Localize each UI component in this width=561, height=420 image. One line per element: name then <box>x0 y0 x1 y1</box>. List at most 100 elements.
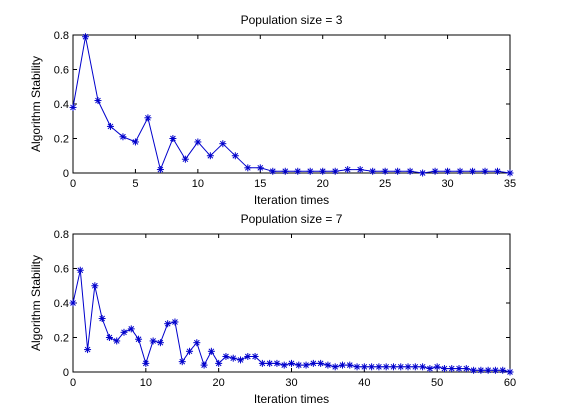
data-point <box>394 167 402 175</box>
data-point <box>181 155 189 163</box>
data-point-stroke <box>444 168 451 175</box>
data-point <box>419 363 427 371</box>
data-point <box>381 167 389 175</box>
x-tick-label: 10 <box>192 178 204 190</box>
y-tick-label: 0 <box>63 168 69 180</box>
data-point-stroke <box>303 362 309 368</box>
data-point <box>244 352 252 360</box>
data-point <box>91 282 99 290</box>
data-point <box>280 361 288 369</box>
data-point-stroke <box>77 267 84 274</box>
x-tick-label: 40 <box>358 377 370 389</box>
data-point-stroke <box>208 348 215 355</box>
y-axis-label: Algorithm Stability <box>29 56 43 152</box>
data-point-stroke <box>281 362 288 368</box>
data-point-stroke <box>492 367 499 374</box>
data-point <box>426 365 434 373</box>
data-point-stroke <box>107 123 114 130</box>
data-point-stroke <box>494 168 501 175</box>
data-point <box>76 266 84 274</box>
x-tick-label: 35 <box>504 178 516 190</box>
data-point <box>295 361 303 369</box>
data-point-stroke <box>357 166 364 173</box>
data-point <box>411 363 419 371</box>
data-point <box>484 366 492 374</box>
data-point <box>462 365 470 373</box>
data-point <box>294 167 302 175</box>
chart-panel-1: 0 5 10 15 20 25 30 35 0 0.2 0.4 0.6 0.8 Population si… <box>29 13 516 207</box>
data-point <box>470 366 478 374</box>
data-point-stroke <box>150 338 156 344</box>
y-tick-label: 0.4 <box>54 298 69 310</box>
data-point-stroke <box>463 365 470 372</box>
data-point <box>119 133 127 141</box>
data-point <box>477 366 485 374</box>
data-point <box>84 346 92 354</box>
data-point <box>178 358 186 366</box>
data-point <box>368 363 376 371</box>
data-point-stroke <box>195 139 201 145</box>
data-point <box>419 169 427 177</box>
data-point-stroke <box>230 355 237 362</box>
data-point <box>309 359 317 367</box>
y-tick-label: 0.2 <box>54 333 69 345</box>
data-point <box>499 366 507 374</box>
data-point-stroke <box>219 140 226 147</box>
data-point <box>353 363 361 371</box>
data-point <box>306 167 314 175</box>
data-point <box>324 361 332 369</box>
data-point-stroke <box>157 166 164 173</box>
data-point <box>106 122 114 130</box>
x-axis-label: Iteration times <box>254 193 329 207</box>
data-point-stroke <box>507 170 513 176</box>
y-tick-label: 0.8 <box>54 30 69 42</box>
data-point-stroke <box>448 365 455 372</box>
data-point-stroke <box>145 114 151 121</box>
data-point <box>113 337 121 345</box>
data-point-stroke <box>193 339 200 346</box>
data-point-stroke <box>113 338 120 344</box>
data-point <box>258 359 266 367</box>
data-point-stroke <box>397 363 404 370</box>
data-point <box>120 328 128 336</box>
data-point-stroke <box>244 164 251 171</box>
chart-title: Population size = 3 <box>241 13 343 27</box>
data-point <box>206 152 214 160</box>
data-point-stroke <box>164 320 171 327</box>
data-point <box>346 361 354 369</box>
data-point-stroke <box>128 326 135 332</box>
data-point <box>319 167 327 175</box>
data-point <box>156 166 164 174</box>
data-point-stroke <box>120 133 126 140</box>
data-point-stroke <box>132 139 139 145</box>
data-point <box>360 363 368 371</box>
data-point <box>169 135 177 142</box>
data-point <box>331 363 339 371</box>
x-tick-label: 10 <box>140 377 152 389</box>
data-point <box>131 138 139 146</box>
data-point-stroke <box>354 363 360 370</box>
data-point-stroke <box>368 363 375 370</box>
data-point <box>194 138 202 146</box>
data-point <box>491 366 499 374</box>
data-point-stroke <box>456 365 462 372</box>
data-point-stroke <box>121 329 127 336</box>
data-point <box>231 152 239 160</box>
y-tick-label: 0.6 <box>54 264 69 276</box>
data-point-stroke <box>441 365 448 372</box>
data-point-stroke <box>369 168 376 175</box>
data-point-stroke <box>382 168 388 175</box>
data-point <box>389 363 397 371</box>
data-point <box>269 167 277 175</box>
data-point-stroke <box>332 363 339 370</box>
data-point-stroke <box>294 168 301 175</box>
data-point-stroke <box>325 362 331 368</box>
data-point-stroke <box>307 168 314 175</box>
data-point <box>251 352 259 360</box>
data-point <box>456 167 464 175</box>
data-point <box>375 363 383 371</box>
plot-area-2 <box>72 233 511 373</box>
data-point-stroke <box>434 363 441 370</box>
